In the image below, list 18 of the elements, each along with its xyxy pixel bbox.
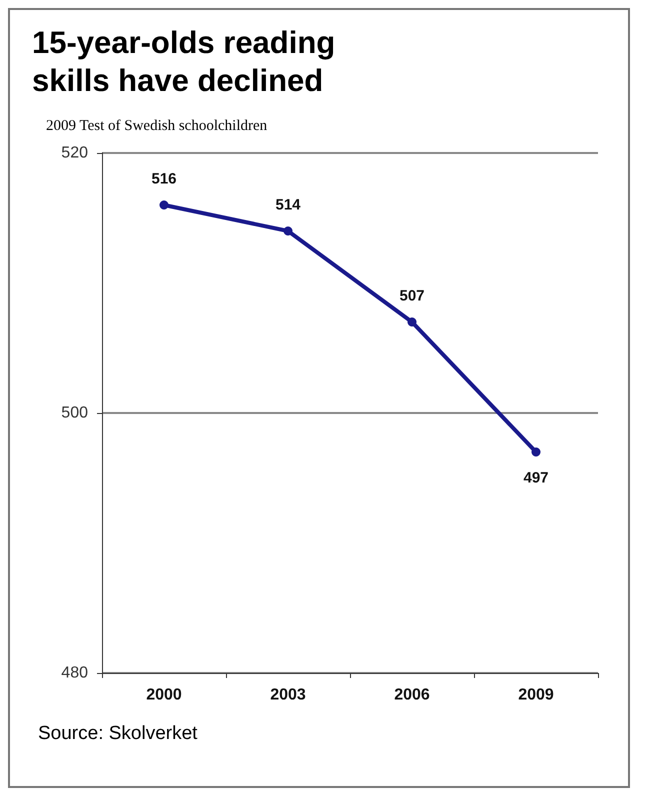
point (532, 448, 540, 456)
y-tick-label: 480 (61, 664, 88, 682)
point (160, 200, 168, 210)
source-note: Source: Skolverket (37, 723, 198, 745)
data-label: 497 (523, 470, 549, 486)
data-label: 516 (151, 170, 177, 188)
data-label: 514 (275, 196, 302, 214)
point (408, 318, 416, 326)
data-label: 507 (399, 288, 425, 304)
point (284, 226, 292, 236)
x-tick-label: 2003 (270, 686, 306, 704)
y-tick-label: 520 (61, 144, 88, 162)
x-tick-label: 2009 (518, 686, 554, 704)
x-tick-label: 2006 (394, 686, 430, 704)
y-tick-label: 500 (61, 404, 88, 422)
chart-subtitle: 2009 Test of Swedish schoolchildren (45, 117, 268, 135)
chart-title: 15-year-olds reading skills have declined (31, 24, 336, 100)
x-tick-label: 2000 (146, 686, 182, 704)
